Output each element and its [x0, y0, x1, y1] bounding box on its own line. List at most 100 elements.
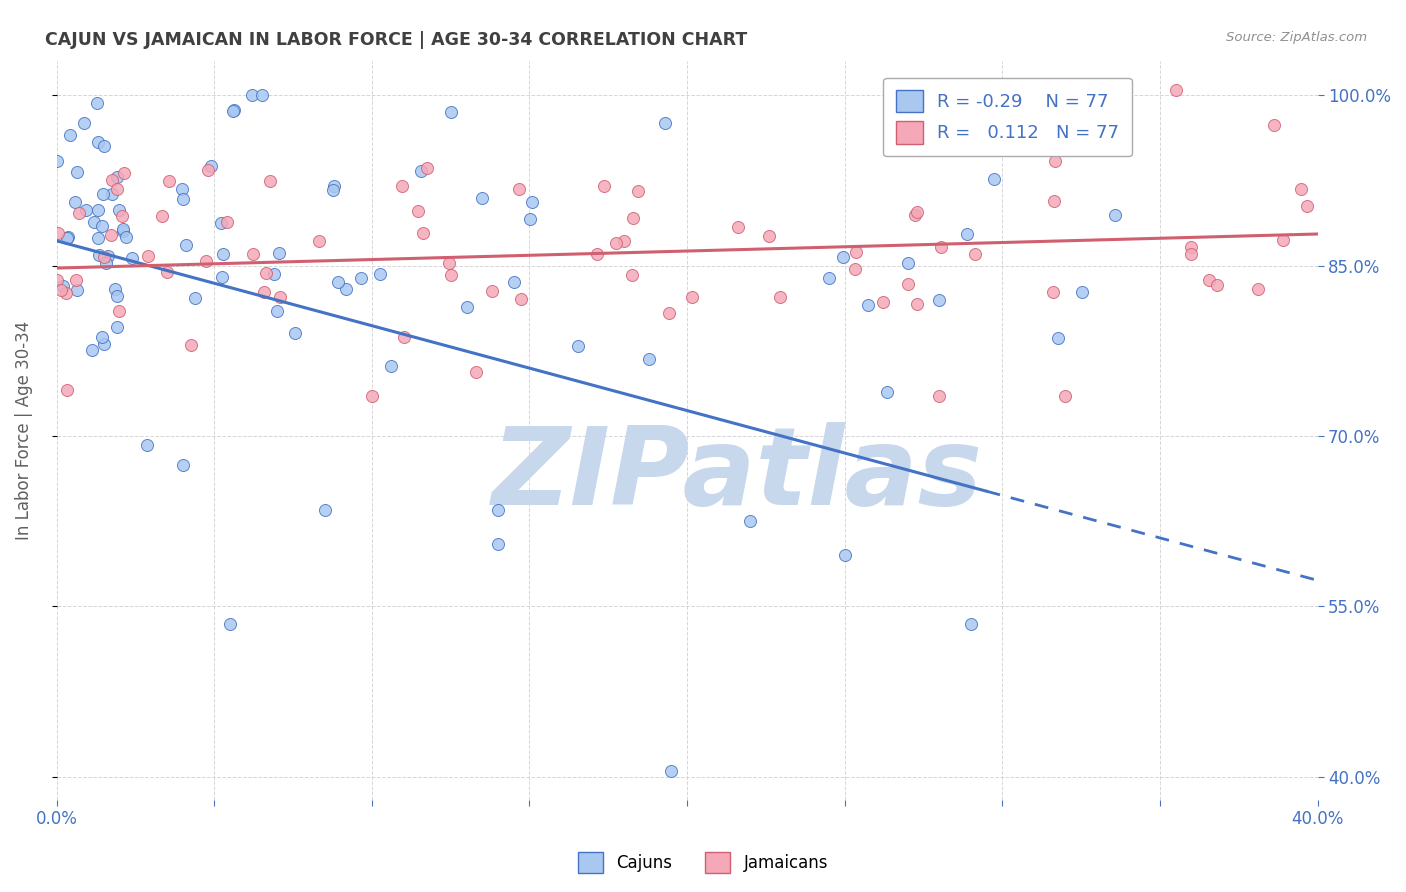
- Point: [391, 178, 413, 193]
- Point: [55, 286, 77, 301]
- Point: [314, 503, 336, 517]
- Point: [623, 211, 645, 226]
- Point: [259, 174, 281, 188]
- Point: [108, 303, 131, 318]
- Point: [956, 227, 979, 242]
- Point: [75, 202, 97, 217]
- Point: [1043, 194, 1066, 208]
- Point: [52, 278, 75, 293]
- Point: [322, 183, 344, 197]
- Point: [818, 270, 841, 285]
- Point: [46, 226, 69, 240]
- Point: [97, 249, 120, 263]
- Point: [100, 186, 122, 201]
- Point: [56, 383, 79, 397]
- Point: [740, 514, 762, 528]
- Point: [58, 128, 80, 143]
- Point: [928, 389, 950, 403]
- Point: [87, 202, 110, 217]
- Point: [983, 172, 1005, 186]
- Point: [959, 616, 981, 631]
- Point: [269, 290, 291, 304]
- Point: [1054, 389, 1077, 403]
- Legend: Cajuns, Jamaicans: Cajuns, Jamaicans: [571, 846, 835, 880]
- Point: [200, 159, 222, 173]
- Point: [172, 193, 194, 207]
- Point: [91, 186, 114, 201]
- Point: [1046, 331, 1069, 345]
- Point: [284, 326, 307, 340]
- Point: [394, 330, 416, 344]
- Point: [266, 304, 288, 318]
- Point: [520, 195, 543, 210]
- Point: [308, 234, 330, 248]
- Point: [240, 88, 263, 103]
- Point: [211, 270, 233, 285]
- Point: [681, 290, 703, 304]
- Point: [156, 265, 179, 279]
- Point: [66, 164, 89, 178]
- Point: [486, 503, 509, 517]
- Point: [250, 88, 273, 103]
- Point: [471, 192, 494, 206]
- Point: [1296, 199, 1319, 213]
- Point: [121, 251, 143, 265]
- Point: [67, 206, 90, 220]
- Point: [115, 230, 138, 244]
- Point: [195, 254, 218, 268]
- Point: [222, 103, 245, 117]
- Point: [658, 306, 681, 320]
- Point: [486, 537, 509, 551]
- Point: [1045, 154, 1067, 169]
- Point: [593, 179, 616, 194]
- Point: [83, 215, 105, 229]
- Point: [905, 297, 928, 311]
- Point: [96, 256, 118, 270]
- Text: ZIPatlas: ZIPatlas: [492, 422, 983, 528]
- Point: [380, 359, 402, 374]
- Point: [107, 289, 129, 303]
- Point: [567, 339, 589, 353]
- Point: [605, 236, 627, 251]
- Point: [1164, 83, 1187, 97]
- Point: [832, 250, 855, 264]
- Point: [1042, 285, 1064, 300]
- Point: [217, 215, 239, 229]
- Point: [769, 290, 792, 304]
- Point: [242, 247, 264, 261]
- Point: [406, 204, 429, 219]
- Point: [269, 246, 291, 260]
- Point: [112, 166, 135, 180]
- Point: [1180, 240, 1202, 254]
- Point: [928, 293, 950, 307]
- Point: [1180, 247, 1202, 261]
- Point: [638, 352, 661, 367]
- Point: [65, 194, 87, 209]
- Point: [1247, 282, 1270, 296]
- Point: [157, 174, 180, 188]
- Point: [101, 173, 124, 187]
- Point: [150, 209, 173, 223]
- Point: [1104, 209, 1126, 223]
- Point: [904, 208, 927, 222]
- Point: [1070, 285, 1092, 299]
- Text: Source: ZipAtlas.com: Source: ZipAtlas.com: [1226, 31, 1367, 45]
- Point: [654, 116, 676, 130]
- Point: [613, 235, 636, 249]
- Point: [91, 330, 114, 344]
- Legend: R = -0.29    N = 77, R =   0.112   N = 77: R = -0.29 N = 77, R = 0.112 N = 77: [883, 78, 1132, 156]
- Point: [627, 184, 650, 198]
- Point: [93, 337, 115, 351]
- Point: [328, 275, 350, 289]
- Point: [93, 139, 115, 153]
- Point: [45, 273, 67, 287]
- Point: [897, 256, 920, 270]
- Point: [104, 281, 127, 295]
- Point: [212, 247, 235, 261]
- Point: [481, 284, 503, 298]
- Point: [110, 210, 132, 224]
- Point: [350, 271, 373, 285]
- Point: [93, 250, 115, 264]
- Point: [416, 161, 439, 175]
- Point: [1263, 118, 1285, 132]
